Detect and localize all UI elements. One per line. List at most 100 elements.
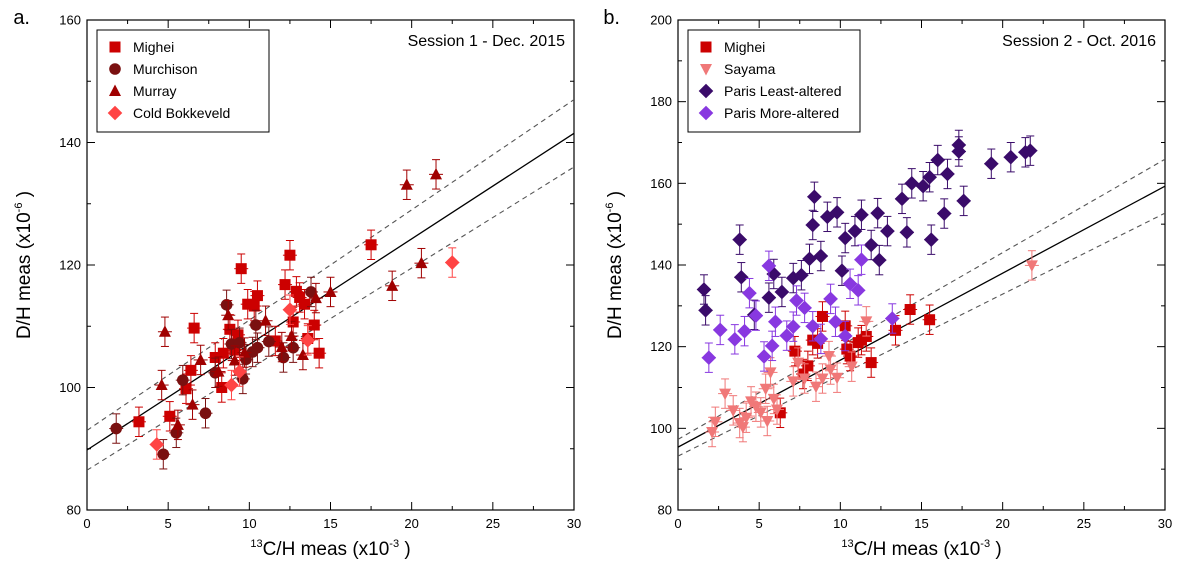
y-axis-label-main: D/H meas (x10 [605, 212, 626, 339]
data-point [277, 351, 290, 364]
x-axis-label-main: C/H meas (x10 [854, 539, 981, 560]
x-tick-label: 25 [486, 516, 500, 531]
data-point [232, 364, 247, 379]
data-point [238, 346, 251, 358]
data-point [275, 340, 288, 353]
panel-label: a. [13, 7, 30, 29]
x-tick-label: 0 [674, 516, 681, 531]
data-point [1025, 260, 1038, 272]
legend-label: Sayama [724, 61, 776, 77]
data-layer [87, 99, 574, 471]
data-point [794, 267, 809, 283]
data-point [837, 230, 853, 246]
data-point [764, 367, 777, 379]
data-point [742, 285, 757, 301]
legend-marker [698, 83, 714, 99]
y-axis-label-exp: -6 [13, 203, 25, 213]
data-point [824, 364, 837, 377]
data-point [820, 209, 835, 225]
data-point [732, 232, 747, 247]
data-point [313, 347, 325, 359]
data-point [834, 263, 850, 279]
data-point [299, 298, 311, 310]
fit-band-lower [87, 166, 574, 471]
data-point [164, 410, 176, 422]
series-paris-more-altered [701, 244, 900, 373]
data-point [232, 329, 244, 341]
data-point [805, 217, 821, 233]
fit-band-lower [678, 212, 1165, 457]
data-point [285, 329, 298, 342]
data-point [1003, 149, 1019, 165]
data-point [894, 191, 910, 207]
data-point [235, 263, 247, 275]
data-point [734, 269, 749, 285]
data-point [759, 383, 772, 396]
fit-band-upper [87, 99, 574, 431]
data-point [761, 415, 774, 428]
y-axis-label: D/H meas (x10-6 ) [604, 191, 626, 339]
data-point [259, 314, 272, 326]
legend-label: Mighei [724, 39, 765, 55]
data-point [242, 298, 254, 310]
data-point [837, 328, 853, 344]
x-tick-label: 10 [242, 516, 256, 531]
data-point [296, 348, 309, 361]
data-point [865, 357, 877, 369]
y-tick-label: 100 [59, 380, 81, 395]
data-point [816, 373, 829, 386]
x-axis-label: 13C/H meas (x10-3 ) [250, 538, 410, 560]
x-axis-label-exp: -3 [389, 538, 399, 550]
session-title: Session 2 - Oct. 2016 [1002, 33, 1156, 50]
y-tick-label: 180 [650, 94, 672, 109]
data-point [287, 341, 299, 354]
x-tick-label: 30 [1158, 516, 1172, 531]
data-point [813, 248, 829, 264]
panel-a: 0 5 10 15 20 25 30 80 100 120 140 160 Mighei Murchiso… [13, 7, 581, 560]
data-point [813, 331, 829, 347]
data-point [282, 302, 298, 318]
data-point [736, 422, 749, 434]
y-axis-label-exp: -6 [604, 203, 616, 213]
data-point [719, 388, 732, 401]
x-axis-label-close: ) [399, 539, 411, 560]
data-point [789, 293, 804, 308]
legend-marker [109, 84, 121, 96]
session-title: Session 1 - Dec. 2015 [408, 33, 566, 50]
y-tick-label: 80 [67, 503, 81, 518]
legend-label: Paris Least-altered [724, 83, 842, 99]
data-point [761, 290, 777, 305]
data-point [133, 416, 145, 428]
x-axis-label-sup: 13 [250, 538, 262, 550]
data-point [250, 319, 262, 331]
legend-marker [698, 105, 714, 121]
data-point [807, 189, 822, 205]
data-point [829, 205, 845, 220]
data-point [365, 239, 377, 251]
data-point [951, 137, 967, 153]
data-point [936, 206, 952, 221]
data-point [844, 350, 856, 362]
data-point [209, 351, 221, 363]
data-point [940, 166, 955, 182]
data-point [290, 285, 302, 297]
data-point [415, 256, 428, 269]
y-tick-label: 120 [59, 258, 81, 273]
data-point [212, 365, 225, 377]
data-point [263, 335, 275, 348]
data-point [701, 350, 717, 365]
data-point [863, 237, 879, 253]
data-point [860, 316, 873, 328]
data-point [984, 156, 999, 172]
series-murray [154, 159, 444, 441]
data-point [854, 207, 869, 223]
data-point [737, 323, 752, 339]
data-point [155, 378, 168, 391]
data-point [284, 249, 296, 261]
y-tick-label: 160 [650, 176, 672, 191]
legend-label: Mighei [133, 39, 174, 55]
data-point [287, 316, 299, 328]
y-tick-label: 140 [59, 135, 81, 150]
data-point [812, 337, 824, 349]
